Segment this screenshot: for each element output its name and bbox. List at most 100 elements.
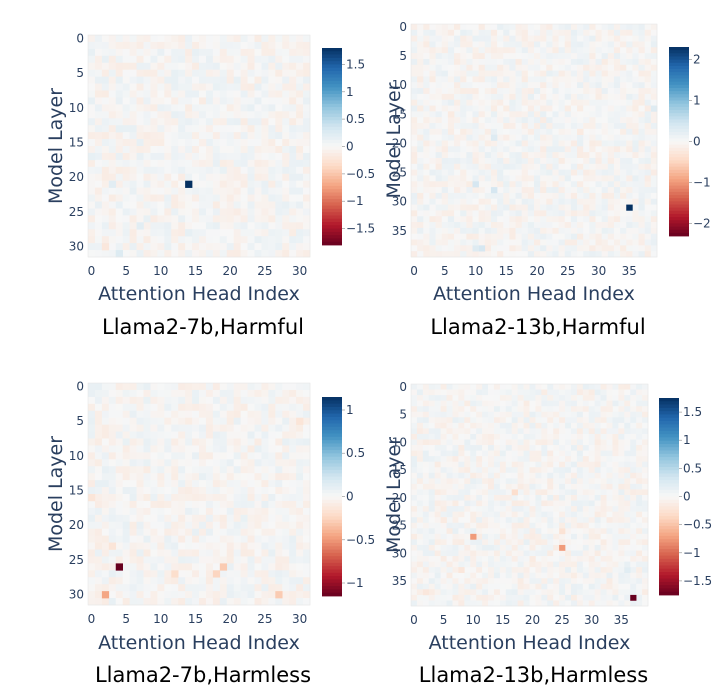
heatmap-cell (226, 383, 234, 391)
heatmap-cell (497, 181, 504, 188)
heatmap-cell (268, 383, 276, 391)
heatmap-cell (499, 428, 507, 435)
heatmap-cell (452, 428, 459, 435)
heatmap-cell (509, 169, 516, 176)
heatmap-cell (411, 467, 418, 474)
heatmap-cell (558, 192, 566, 200)
heatmap-cell (626, 157, 633, 165)
heatmap-cell (595, 58, 602, 66)
heatmap-cell (233, 35, 241, 43)
heatmap-cell (303, 104, 311, 112)
heatmap-cell (488, 517, 495, 524)
heatmap-cell (219, 577, 228, 585)
heatmap-cell (503, 58, 510, 66)
colorbar-segment (322, 536, 342, 541)
heatmap-cell (136, 250, 144, 258)
heatmap-cell (583, 111, 590, 118)
heatmap-cell (115, 139, 123, 147)
heatmap-cell (534, 216, 541, 223)
colorbar-segment (669, 232, 689, 237)
heatmap-cell (521, 88, 529, 95)
heatmap-cell (212, 549, 221, 557)
heatmap-cell (429, 198, 436, 205)
heatmap-cell (171, 159, 179, 168)
heatmap-cell (509, 99, 516, 106)
heatmap-cell (417, 47, 424, 54)
heatmap-cell (261, 452, 269, 460)
heatmap-cell (534, 88, 541, 95)
heatmap-cell (289, 452, 297, 460)
heatmap-cell (642, 472, 649, 479)
heatmap-cell (558, 82, 566, 89)
heatmap-cell (552, 152, 559, 159)
heatmap-cell (441, 251, 449, 258)
heatmap-cell (470, 511, 477, 518)
heatmap-cell (505, 511, 513, 518)
heatmap-cell (192, 445, 200, 453)
heatmap-cell (564, 157, 572, 165)
heatmap-cell (136, 159, 144, 168)
heatmap-cell (416, 445, 424, 451)
heatmap-cell (558, 239, 566, 246)
heatmap-cell (497, 29, 504, 36)
heatmap-cell (535, 389, 542, 396)
heatmap-cell (540, 187, 547, 194)
heatmap-cell (472, 140, 479, 147)
heatmap-cell (589, 82, 596, 89)
heatmap-cell (268, 417, 276, 425)
heatmap-cell (282, 417, 290, 425)
heatmap-cell (199, 535, 207, 543)
heatmap-cell (493, 522, 501, 529)
heatmap-cell (303, 90, 311, 98)
heatmap-cell (650, 41, 658, 48)
heatmap-cell (515, 64, 522, 71)
heatmap-cell (88, 521, 96, 529)
heatmap-cell (638, 140, 645, 147)
heatmap-cell (517, 445, 524, 451)
heatmap-cell (199, 563, 207, 571)
heatmap-cell (219, 159, 228, 168)
heatmap-cell (411, 384, 418, 390)
heatmap-cell (482, 433, 489, 440)
heatmap-cell (517, 395, 524, 401)
x-tick-label: 10 (468, 264, 483, 278)
heatmap-cell (205, 173, 214, 181)
heatmap-cell (212, 104, 221, 112)
heatmap-cell (157, 480, 165, 488)
heatmap-cell (613, 233, 621, 240)
heatmap-cell (157, 549, 165, 557)
heatmap-cell (423, 64, 430, 71)
heatmap-cell (458, 467, 465, 474)
heatmap-cell (143, 403, 151, 412)
heatmap-cell (447, 157, 455, 165)
heatmap-cell (607, 47, 615, 54)
heatmap-cell (523, 478, 530, 485)
heatmap-cell (546, 88, 553, 95)
heatmap-cell (582, 400, 590, 407)
heatmap-cell (247, 250, 255, 258)
heatmap-cell (303, 55, 311, 64)
heatmap-cell (624, 500, 631, 507)
heatmap-cell (535, 483, 542, 490)
heatmap-cell (509, 47, 516, 54)
heatmap-cell (94, 514, 103, 523)
heatmap-cell (205, 438, 214, 446)
heatmap-cell (240, 521, 248, 529)
heatmap-cell (164, 389, 172, 398)
heatmap-cell (527, 64, 535, 71)
heatmap-cell (261, 118, 269, 126)
heatmap-cell (565, 489, 572, 496)
heatmap-cell (296, 591, 304, 599)
heatmap-cell (178, 41, 186, 50)
heatmap-cell (282, 389, 290, 398)
heatmap-cell (499, 517, 507, 524)
heatmap-cell (303, 159, 311, 168)
heatmap-cell (517, 433, 524, 440)
heatmap-cell (493, 483, 501, 490)
heatmap-cell (289, 473, 297, 481)
heatmap-cell (429, 47, 436, 54)
heatmap-cell (553, 400, 560, 407)
heatmap-cell (499, 395, 507, 401)
y-tick-label: 25 (69, 205, 84, 219)
heatmap-cell (570, 198, 578, 205)
